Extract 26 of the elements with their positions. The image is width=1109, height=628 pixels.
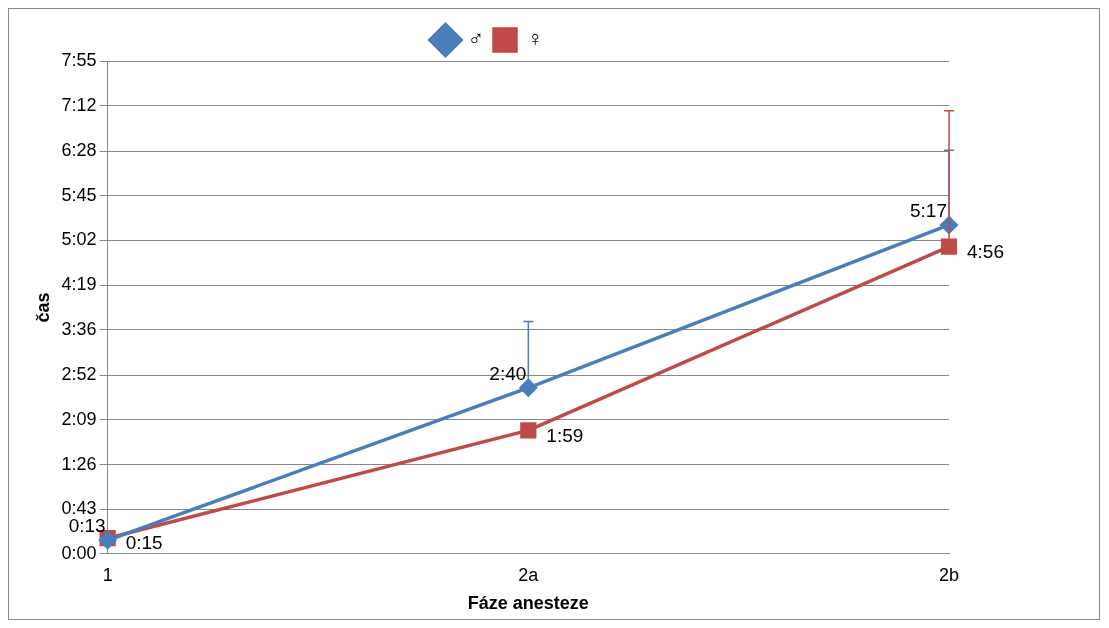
data-label: 5:17 <box>910 199 947 221</box>
x-axis-title: Fáze anesteze <box>467 593 589 614</box>
y-tick-label: 0:00 <box>61 542 97 563</box>
data-label: 2:40 <box>489 362 527 384</box>
x-tick-label: 2b <box>938 564 960 585</box>
y-axis-title: čas <box>32 292 53 323</box>
y-tick-label: 5:45 <box>61 184 97 205</box>
data-label: 1:59 <box>546 424 584 446</box>
y-tick-label: 5:02 <box>61 229 97 250</box>
y-tick-label: 1:26 <box>61 453 97 474</box>
point <box>519 379 538 397</box>
legend-label: ♀ <box>527 26 544 52</box>
data-label: 4:56 <box>967 240 1004 262</box>
legend-label: ♂ <box>467 26 484 52</box>
y-tick-label: 2:09 <box>61 408 97 429</box>
y-tick-label: 6:28 <box>61 140 97 161</box>
data-label: 0:15 <box>125 532 163 554</box>
point <box>940 238 958 255</box>
point <box>520 422 537 439</box>
x-tick-label: 1 <box>102 564 113 585</box>
x-tick-label: 2a <box>518 564 540 585</box>
y-tick-label: 7:55 <box>61 49 97 70</box>
y-tick-label: 4:19 <box>61 274 97 295</box>
y-tick-label: 7:12 <box>61 94 97 115</box>
y-tick-label: 2:52 <box>61 364 97 385</box>
y-tick-label: 3:36 <box>61 318 97 339</box>
